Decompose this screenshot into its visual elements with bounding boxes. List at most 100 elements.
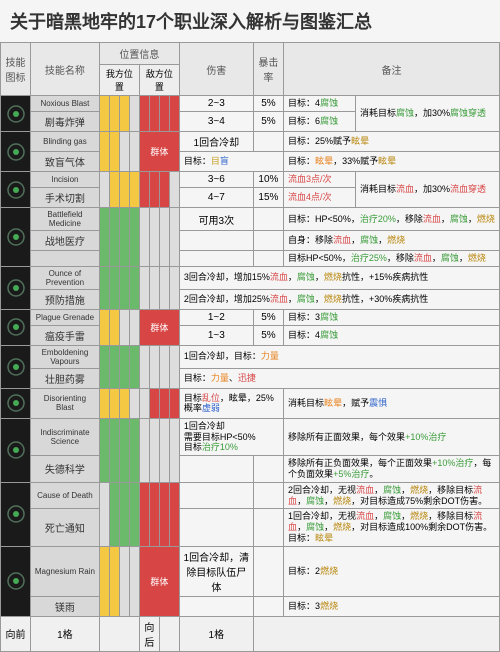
dmg-wide: 目标：目盲: [179, 152, 283, 172]
dmg-cell: 1回合冷却: [179, 132, 253, 152]
side-remark: 消耗目标流血，加30%流血穿透: [355, 172, 499, 208]
skill-name-en: Magnesium Rain: [31, 546, 100, 596]
enemypos-cell: [169, 345, 179, 388]
skill-row: 镁雨目标：3燃烧: [1, 596, 500, 616]
mypos-cell: [109, 345, 119, 388]
mypos-cell: [129, 309, 139, 345]
enemypos-cell: [159, 388, 169, 418]
mypos-cell: [129, 546, 139, 616]
skill-row: Noxious Blast2~35%目标：4腐蚀消耗目标腐蚀，加30%腐蚀穿透: [1, 96, 500, 112]
enemypos-cell: [139, 418, 149, 482]
remark-cell: 流血3点/次: [284, 172, 356, 188]
skill-row: Cause of Death2回合冷却，无视流血，腐蚀，燃烧，移除目标流血，腐蚀…: [1, 482, 500, 509]
mypos-cell: [99, 546, 109, 616]
enemypos-cell: [169, 482, 179, 546]
dmg-cell: [179, 231, 253, 251]
crit-cell: [253, 251, 283, 267]
icon-cell: [1, 482, 31, 546]
enemypos-cell: [139, 96, 149, 132]
remark-cell: 目标HP<50%，治疗25%，移除流血，腐蚀，燃烧: [284, 251, 500, 267]
dmg-cell: [179, 482, 253, 509]
skill-row: 目标HP<50%，治疗25%，移除流血，腐蚀，燃烧: [1, 251, 500, 267]
mypos-cell: [109, 208, 119, 267]
enemypos-cell: [159, 96, 169, 132]
skill-icon: [2, 353, 30, 381]
skill-name-cn: 壮胆药雾: [31, 368, 100, 388]
skill-name-cn: 战地医疗: [31, 231, 100, 251]
enemypos-cell: [139, 172, 149, 208]
dmg-cell: [179, 251, 253, 267]
crit-cell: [253, 482, 283, 509]
skill-row: 失德科学移除所有正负面效果，每个正面效果+10%治疗，每个负面效果+5%治疗。: [1, 456, 500, 483]
mypos-cell: [99, 266, 109, 309]
enemypos-cell: [169, 208, 179, 267]
enemypos-cell: [139, 345, 149, 388]
col-name: 技能名称: [31, 43, 100, 96]
skill-icon: [2, 313, 30, 341]
mypos-cell: [119, 309, 129, 345]
skill-name-cn: 失德科学: [31, 456, 100, 483]
skill-icon: [2, 500, 30, 528]
mypos-cell: [109, 309, 119, 345]
enemypos-cell: [159, 345, 169, 388]
dmg-wide: 目标乱位，眩晕，25%概率虚弱: [179, 388, 283, 418]
mypos-cell: [119, 208, 129, 267]
skill-row: Blinding gas群体1回合冷却目标：25%赋予眩晕: [1, 132, 500, 152]
mypos-cell: [99, 418, 109, 482]
enemypos-cell: [139, 482, 149, 546]
group-cell: 群体: [139, 309, 179, 345]
enemypos-cell: [139, 388, 149, 418]
dmg-cell: 4~7: [179, 188, 253, 208]
skill-row: 壮胆药雾 目标：力量、迅捷: [1, 368, 500, 388]
mypos-cell: [129, 388, 139, 418]
mypos-cell: [119, 345, 129, 388]
side-remark: 消耗目标腐蚀，加30%腐蚀穿透: [355, 96, 499, 132]
skill-row: Disorienting Blast目标乱位，眩晕，25%概率虚弱消耗目标眩晕，…: [1, 388, 500, 418]
crit-cell: 15%: [253, 188, 283, 208]
mypos-cell: [129, 208, 139, 267]
skill-row: Ounce of Prevention3回合冷却，增加15%流血，腐蚀，燃烧抗性…: [1, 266, 500, 289]
icon-cell: [1, 266, 31, 309]
crit-cell: 5%: [253, 325, 283, 345]
mypos-cell: [109, 388, 119, 418]
dmg-cell: 3~4: [179, 112, 253, 132]
crit-cell: [253, 456, 283, 483]
header-row: 技能图标 技能名称 位置信息 伤害 暴击率 备注: [1, 43, 500, 65]
dmg-cell: [179, 596, 253, 616]
icon-cell: [1, 388, 31, 418]
skill-name-en: Incision: [31, 172, 100, 188]
skill-name-cn: 镁雨: [31, 596, 100, 616]
page-title: 关于暗黑地牢的17个职业深入解析与图鉴汇总: [0, 0, 500, 42]
mypos-cell: [119, 546, 129, 616]
skill-row: 瘟疫手雷1~35%目标：4腐蚀: [1, 325, 500, 345]
skill-icon: [2, 274, 30, 302]
enemypos-cell: [139, 208, 149, 267]
remark-cell: 目标：6腐蚀: [284, 112, 356, 132]
mypos-cell: [129, 266, 139, 309]
skill-name-en: Blinding gas: [31, 132, 100, 152]
skill-row: Plague Grenade群体1~25%目标：3腐蚀: [1, 309, 500, 325]
enemypos-cell: [169, 388, 179, 418]
dmg-wide: 目标：力量、迅捷: [179, 368, 499, 388]
icon-cell: [1, 132, 31, 172]
mypos-cell: [129, 132, 139, 172]
skills-table: 技能图标 技能名称 位置信息 伤害 暴击率 备注 我方位置 敌方位置 Noxio…: [0, 42, 500, 652]
dmg-cell: 可用3次: [179, 208, 253, 231]
dmg-wide: 2回合冷却，增加25%流血，腐蚀，燃烧抗性，+30%疾病抗性: [179, 289, 499, 309]
skill-row: Magnesium Rain群体1回合冷却，清除目标队伍尸体目标：2燃烧: [1, 546, 500, 596]
mypos-cell: [109, 546, 119, 616]
skill-name-en: Cause of Death: [31, 482, 100, 509]
mypos-cell: [109, 482, 119, 546]
mypos-cell: [129, 418, 139, 482]
crit-cell: [253, 509, 283, 546]
skill-name-cn: 致盲气体: [31, 152, 100, 172]
skill-icon: [2, 436, 30, 464]
skill-name-en: Emboldening Vapours: [31, 345, 100, 368]
col-icon: 技能图标: [1, 43, 31, 96]
enemypos-cell: [149, 266, 159, 309]
skill-icon: [2, 389, 30, 417]
crit-cell: [253, 596, 283, 616]
mypos-cell: [99, 482, 109, 546]
icon-cell: [1, 345, 31, 388]
enemypos-cell: [159, 482, 169, 546]
